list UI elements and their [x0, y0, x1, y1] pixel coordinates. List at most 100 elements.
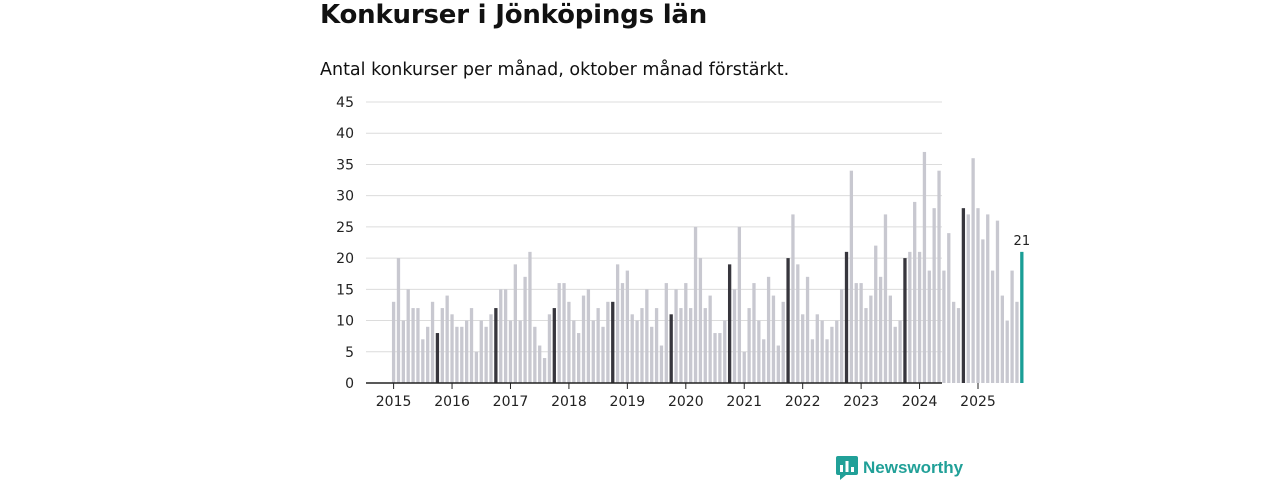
- bar: [664, 283, 668, 383]
- bar: [460, 326, 464, 383]
- bar: [971, 158, 975, 383]
- bar: [391, 301, 396, 383]
- bar: [801, 314, 805, 383]
- bar: [698, 258, 703, 383]
- bar: [499, 289, 503, 383]
- bar: [528, 251, 532, 383]
- chart-title: Konkurser i Jönköpings län: [320, 0, 708, 30]
- y-tick-label: 0: [345, 376, 354, 392]
- bar: [450, 314, 454, 383]
- bar: [708, 295, 712, 383]
- x-tick-label: 2020: [668, 394, 704, 410]
- y-tick-label: 20: [336, 251, 354, 267]
- x-tick-label: 2022: [785, 394, 821, 410]
- bar: [625, 270, 630, 383]
- bar: [854, 283, 858, 383]
- bar: [396, 258, 401, 383]
- bar: [586, 289, 591, 383]
- bar: [562, 283, 566, 383]
- bar-latest: [1020, 251, 1024, 383]
- bar: [937, 170, 941, 383]
- bar: [508, 320, 513, 383]
- bar-october: [961, 208, 966, 383]
- newsworthy-logo: Newsworthy: [836, 456, 963, 480]
- bar: [859, 283, 863, 383]
- bar: [406, 289, 410, 383]
- bar: [888, 295, 892, 383]
- y-tick-label: 35: [336, 157, 354, 173]
- bar: [791, 214, 795, 383]
- newsworthy-logo-text: Newsworthy: [863, 458, 964, 477]
- bar-october: [435, 333, 440, 383]
- x-tick-label: 2017: [493, 394, 529, 410]
- bar: [752, 283, 756, 383]
- bar: [679, 308, 683, 383]
- bar: [723, 320, 727, 383]
- bar: [942, 270, 946, 383]
- bar: [591, 320, 595, 383]
- bar: [820, 320, 824, 383]
- bar: [401, 320, 405, 383]
- bar: [659, 345, 664, 383]
- bar: [932, 208, 936, 383]
- bar: [825, 339, 829, 383]
- bar: [572, 320, 576, 383]
- bar: [684, 283, 688, 383]
- bar: [630, 314, 634, 383]
- bar: [742, 351, 746, 383]
- bar: [1005, 320, 1009, 383]
- bar: [538, 345, 542, 383]
- y-tick-label: 15: [336, 282, 354, 298]
- bar: [947, 233, 951, 383]
- bar: [981, 239, 985, 383]
- bar: [426, 326, 430, 383]
- y-tick-label: 25: [336, 220, 354, 236]
- bar: [620, 283, 625, 383]
- bar: [640, 308, 644, 383]
- bar: [986, 214, 990, 383]
- bar: [1010, 270, 1014, 383]
- bar: [805, 276, 810, 383]
- bar: [1015, 301, 1019, 383]
- latest-value-label: 21: [1014, 234, 1031, 249]
- bar: [489, 314, 493, 383]
- bar: [440, 308, 444, 383]
- bar: [747, 308, 751, 383]
- y-tick-label: 10: [336, 314, 354, 330]
- x-tick-label: 2024: [902, 394, 938, 410]
- bar: [976, 208, 980, 383]
- bar: [849, 170, 854, 383]
- chart-subtitle: Antal konkurser per månad, oktober månad…: [320, 60, 790, 80]
- bar: [479, 320, 483, 383]
- bar: [835, 320, 839, 383]
- bar: [693, 226, 698, 383]
- bar: [913, 201, 917, 383]
- bar: [815, 314, 819, 383]
- x-tick-label: 2018: [551, 394, 587, 410]
- bar: [990, 270, 995, 383]
- bar: [927, 270, 931, 383]
- bar: [737, 226, 742, 383]
- bar: [577, 333, 581, 383]
- bar-october: [903, 258, 907, 383]
- bar: [966, 214, 970, 383]
- bar: [542, 358, 547, 383]
- bar: [674, 289, 678, 383]
- y-tick-label: 30: [336, 189, 354, 205]
- bar: [908, 251, 912, 383]
- bar: [465, 320, 469, 383]
- bar: [513, 264, 517, 383]
- bar: [650, 326, 654, 383]
- x-tick-label: 2023: [843, 394, 879, 410]
- bar: [703, 308, 707, 383]
- bar: [455, 326, 459, 383]
- bar: [781, 301, 785, 383]
- newsworthy-logo-icon: [836, 456, 858, 480]
- x-tick-label: 2021: [726, 394, 762, 410]
- bar: [416, 308, 420, 383]
- bar: [810, 339, 815, 383]
- x-tick-label: 2025: [960, 394, 996, 410]
- bar: [411, 308, 415, 383]
- y-tick-label: 45: [336, 95, 354, 111]
